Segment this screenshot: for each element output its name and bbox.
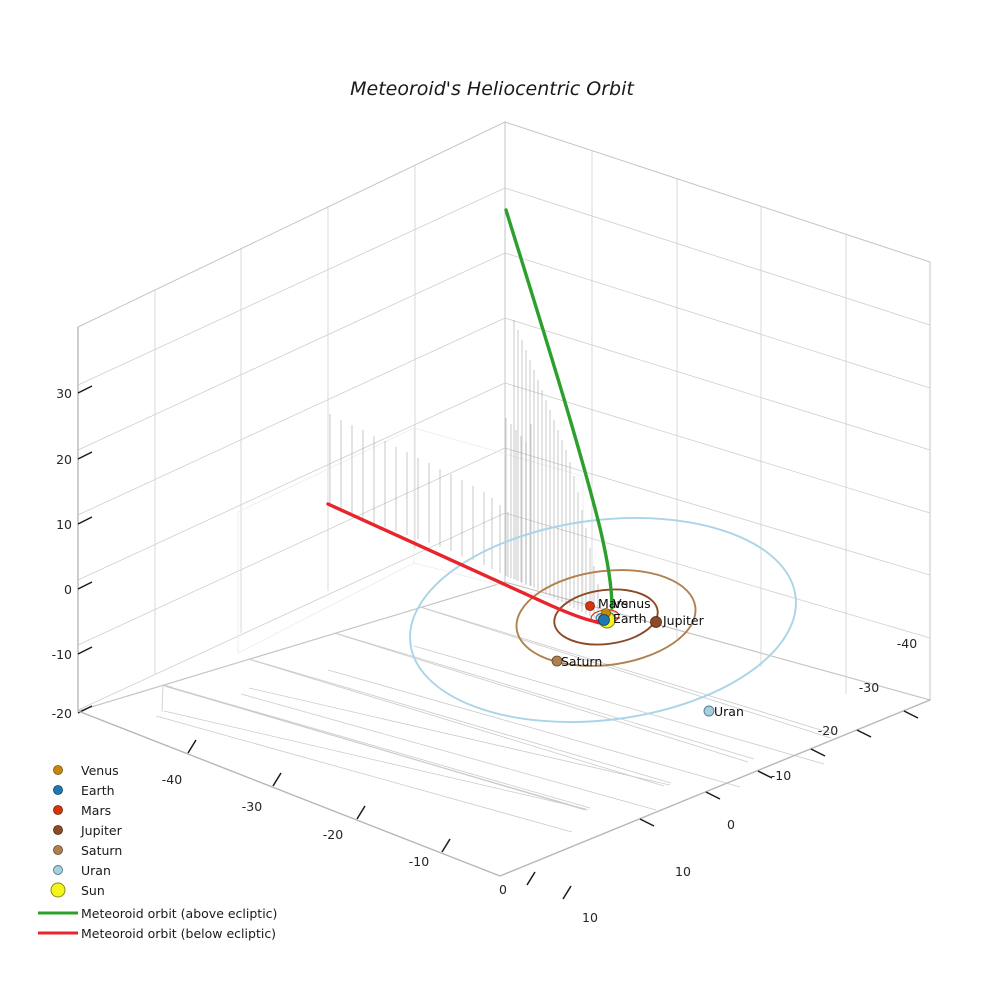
legend-label: Sun <box>81 883 105 898</box>
body-markers-and-labels: Mars Venus Earth Jupiter Saturn Uran <box>551 596 744 719</box>
legend-marker-mars-icon <box>53 805 63 815</box>
legend-label: Venus <box>81 763 119 778</box>
legend-item-saturn[interactable]: Saturn <box>53 843 123 858</box>
legend-label: Saturn <box>81 843 122 858</box>
body-label-jupiter: Jupiter <box>662 613 705 628</box>
z-tick-label: -10 <box>52 647 72 662</box>
trajectory-stem-lines <box>329 320 599 620</box>
z-axis-tick-labels: 30 20 10 0 -10 -20 <box>52 386 72 721</box>
legend-label: Earth <box>81 783 115 798</box>
z-tick-label: 30 <box>56 386 72 401</box>
z-tick-label: 10 <box>56 517 72 532</box>
x-tick-label: -40 <box>162 772 182 787</box>
body-marker-jupiter <box>650 616 662 628</box>
x-axis-tick-labels: -40 -30 -20 -10 0 10 <box>162 772 598 925</box>
meteoroid-orbit-above-ecliptic <box>504 208 614 610</box>
orbit-jupiter <box>553 588 659 646</box>
body-marker-uran <box>703 705 715 717</box>
legend-label: Mars <box>81 803 111 818</box>
z-tick-label: 20 <box>56 452 72 467</box>
x-tick-label: 10 <box>582 910 598 925</box>
body-marker-saturn <box>551 655 563 667</box>
y-tick-label: -30 <box>859 680 879 695</box>
z-tick-label: -20 <box>52 706 72 721</box>
y-tick-label: 10 <box>675 864 691 879</box>
legend-label: Uran <box>81 863 111 878</box>
y-tick-label: 0 <box>727 817 735 832</box>
z-tick-label: 0 <box>64 582 72 597</box>
legend-item-meteoroid-above[interactable]: Meteoroid orbit (above ecliptic) <box>38 906 277 921</box>
legend-marker-uran-icon <box>53 865 63 875</box>
page-title: Meteoroid's Heliocentric Orbit <box>350 78 635 100</box>
floor-pane <box>76 581 932 877</box>
body-marker-earth <box>598 614 610 626</box>
inner-divider-pane <box>237 427 584 654</box>
y-tick-label: -10 <box>771 768 791 783</box>
legend-label: Meteoroid orbit (above ecliptic) <box>81 906 277 921</box>
legend-marker-saturn-icon <box>53 845 63 855</box>
orbit-saturn <box>515 569 697 667</box>
legend-item-meteoroid-below[interactable]: Meteoroid orbit (below ecliptic) <box>38 926 276 941</box>
legend-item-uran[interactable]: Uran <box>53 863 111 878</box>
body-label-mars: Mars <box>598 596 628 611</box>
x-tick-label: -10 <box>409 854 429 869</box>
legend-label: Meteoroid orbit (below ecliptic) <box>81 926 276 941</box>
legend-item-sun[interactable]: Sun <box>50 882 105 898</box>
legend-marker-jupiter-icon <box>53 825 63 835</box>
legend-marker-venus-icon <box>53 765 63 775</box>
back-left-pane <box>77 121 506 712</box>
y-tick-label: -40 <box>897 636 917 651</box>
back-right-pane <box>504 121 931 701</box>
x-tick-label: -20 <box>323 827 343 842</box>
body-label-uran: Uran <box>714 704 744 719</box>
orbit-uranus <box>409 517 797 723</box>
legend: Venus Earth Mars Jupiter Saturn <box>38 763 277 941</box>
legend-item-jupiter[interactable]: Jupiter <box>53 823 123 838</box>
legend-item-earth[interactable]: Earth <box>53 783 115 798</box>
body-label-saturn: Saturn <box>561 654 602 669</box>
y-tick-label: -20 <box>818 723 838 738</box>
x-tick-label: 0 <box>499 882 507 897</box>
legend-label: Jupiter <box>80 823 123 838</box>
legend-marker-earth-icon <box>53 785 63 795</box>
body-label-venus: Venus <box>613 596 651 611</box>
z-axis <box>77 327 93 714</box>
body-marker-mars <box>585 601 595 611</box>
legend-marker-sun-icon <box>50 882 66 898</box>
legend-item-venus[interactable]: Venus <box>53 763 119 778</box>
y-axis-tick-labels: 10 0 -10 -20 -30 -40 <box>675 636 917 879</box>
y-axis <box>499 699 931 877</box>
x-tick-label: -30 <box>242 799 262 814</box>
x-axis <box>77 710 572 900</box>
legend-item-mars[interactable]: Mars <box>53 803 112 818</box>
body-label-earth: Earth <box>613 611 647 626</box>
meteoroid-orbit-below-ecliptic <box>326 502 600 624</box>
